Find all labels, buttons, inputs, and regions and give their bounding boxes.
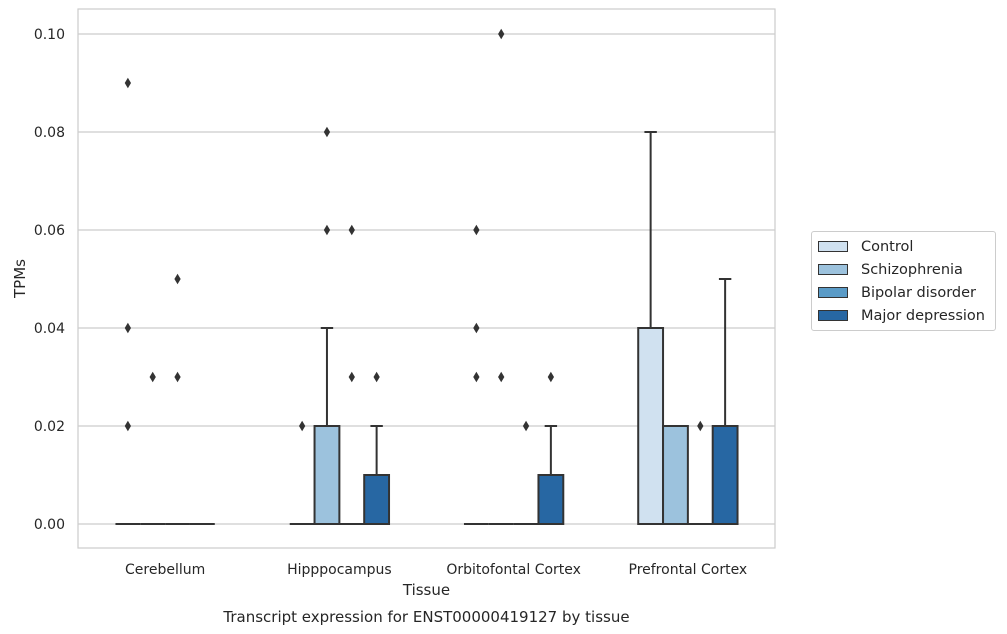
outlier-point (498, 371, 505, 383)
box-series (115, 28, 739, 525)
x-axis-ticks: Cerebellum Hipppocampus Orbitofontal Corte… (125, 562, 747, 578)
box-schizophrenia (488, 28, 514, 525)
box-schizophrenia (313, 126, 341, 525)
x-tick-label: Orbitofontal Cortex (446, 562, 581, 578)
y-axis-ticks: 0.00 0.02 0.04 0.06 0.08 0.10 (34, 27, 65, 533)
outlier-point (473, 322, 480, 334)
outlier-point (323, 126, 331, 138)
box-body (711, 425, 739, 525)
legend: Control Schizophrenia Bipolar disorder Majo… (811, 231, 996, 331)
legend-item: Bipolar disorder (812, 281, 995, 304)
legend-label: Control (861, 238, 914, 255)
box-body (313, 425, 341, 525)
x-axis-label: Tissue (402, 581, 450, 599)
box-control (463, 224, 489, 525)
outlier-point (174, 371, 181, 383)
outlier-point (124, 420, 132, 432)
box-bipolar-disorder (165, 273, 190, 525)
y-tick-label: 0.00 (34, 517, 65, 533)
outlier-point (373, 371, 380, 383)
box-control (115, 77, 141, 525)
box-control (289, 420, 315, 525)
y-tick-label: 0.02 (34, 419, 65, 435)
box-bipolar-disorder (687, 420, 713, 525)
box-major-depression (363, 371, 391, 525)
box-schizophrenia (662, 425, 689, 525)
outlier-point (124, 77, 132, 89)
x-tick-label: Prefrontal Cortex (629, 562, 748, 578)
outlier-point (323, 224, 331, 236)
box-major-depression (537, 371, 565, 525)
legend-item: Major depression (812, 304, 995, 327)
y-axis-label: TPMs (11, 259, 29, 299)
box-control (637, 131, 665, 525)
outlier-point (124, 322, 132, 334)
outlier-point (547, 371, 555, 383)
outlier-point (498, 28, 505, 40)
x-tick-label: Cerebellum (125, 562, 205, 578)
box-bipolar-disorder (339, 224, 365, 525)
legend-swatch (818, 241, 848, 252)
outlier-point (174, 273, 181, 285)
outlier-point (149, 371, 156, 383)
outlier-point (473, 224, 480, 236)
y-tick-label: 0.10 (34, 27, 65, 43)
legend-swatch (818, 264, 848, 275)
box-bipolar-disorder (513, 420, 539, 525)
outlier-point (522, 420, 530, 432)
legend-label: Major depression (861, 307, 985, 324)
box-body (637, 327, 665, 525)
y-tick-label: 0.04 (34, 321, 65, 337)
outlier-point (348, 371, 355, 383)
box-schizophrenia (140, 371, 166, 525)
box-major-depression (711, 278, 739, 525)
legend-swatch (818, 310, 848, 321)
outlier-point (473, 371, 480, 383)
chart-title: Transcript expression for ENST0000041912… (222, 608, 629, 626)
box-body (537, 474, 565, 525)
outlier-point (697, 420, 704, 432)
outlier-point (298, 420, 306, 432)
box-body (662, 425, 689, 525)
outlier-point (348, 224, 355, 236)
y-tick-label: 0.06 (34, 223, 65, 239)
legend-label: Bipolar disorder (861, 284, 976, 301)
box-body (363, 474, 391, 525)
x-tick-label: Hipppocampus (287, 562, 392, 578)
legend-item: Schizophrenia (812, 258, 995, 281)
legend-item: Control (812, 235, 995, 258)
legend-label: Schizophrenia (861, 261, 963, 278)
legend-swatch (818, 287, 848, 298)
plot-area-frame (77, 8, 776, 549)
y-tick-label: 0.08 (34, 125, 65, 141)
